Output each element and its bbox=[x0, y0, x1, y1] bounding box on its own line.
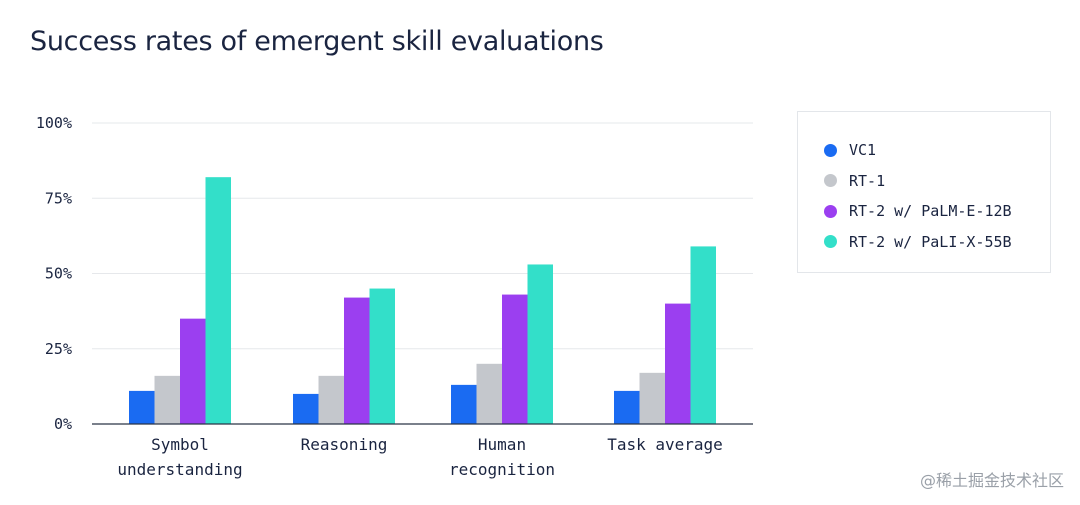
legend-item-vc1: VC1 bbox=[824, 135, 1050, 166]
bar-vc1-3 bbox=[614, 390, 640, 424]
x-tick-label: Human bbox=[478, 435, 526, 454]
legend-item-rt2-pali: RT-2 w/ PaLI-X-55B bbox=[824, 227, 1050, 258]
bar-rt-2-w-palm-e-12b-2 bbox=[502, 294, 528, 424]
legend-label-rt1: RT-1 bbox=[849, 171, 886, 190]
x-tick-label: Reasoning bbox=[301, 435, 388, 454]
legend: VC1 RT-1 RT-2 w/ PaLM-E-12B RT-2 w/ PaLI… bbox=[797, 111, 1051, 273]
bar-vc1-0 bbox=[129, 390, 155, 424]
bar-rt-2-w-pali-x-55b-2 bbox=[527, 264, 553, 424]
bar-vc1-1 bbox=[293, 393, 319, 424]
bar-rt-2-w-palm-e-12b-1 bbox=[344, 297, 370, 424]
legend-swatch-vc1 bbox=[824, 143, 837, 157]
y-tick-label: 0% bbox=[54, 415, 72, 433]
bar-rt-2-w-pali-x-55b-0 bbox=[205, 177, 231, 424]
bar-rt-2-w-palm-e-12b-0 bbox=[180, 318, 206, 424]
bar-vc1-2 bbox=[451, 384, 477, 424]
legend-swatch-rt2-pali bbox=[824, 235, 837, 249]
chart-title: Success rates of emergent skill evaluati… bbox=[30, 26, 604, 57]
legend-item-rt1: RT-1 bbox=[824, 166, 1050, 197]
x-tick-label: Symbol bbox=[151, 435, 209, 454]
legend-label-rt2-pali: RT-2 w/ PaLI-X-55B bbox=[849, 232, 1012, 251]
bar-rt-1-3 bbox=[639, 372, 665, 424]
x-tick-label: understanding bbox=[117, 460, 242, 479]
bar-rt-2-w-palm-e-12b-3 bbox=[665, 303, 691, 424]
legend-swatch-rt1 bbox=[824, 174, 837, 188]
x-tick-label: recognition bbox=[449, 460, 555, 479]
y-tick-label: 50% bbox=[45, 265, 72, 283]
bar-rt-1-1 bbox=[318, 375, 344, 424]
legend-swatch-rt2-palm bbox=[824, 204, 837, 218]
y-tick-label: 100% bbox=[36, 114, 72, 132]
legend-item-rt2-palm: RT-2 w/ PaLM-E-12B bbox=[824, 196, 1050, 227]
x-tick-label: Task average bbox=[607, 435, 723, 454]
watermark: @稀土掘金技术社区 bbox=[919, 471, 1064, 490]
y-tick-label: 75% bbox=[45, 189, 72, 207]
y-tick-label: 25% bbox=[45, 340, 72, 358]
legend-label-vc1: VC1 bbox=[849, 141, 877, 160]
legend-label-rt2-palm: RT-2 w/ PaLM-E-12B bbox=[849, 202, 1012, 221]
bar-rt-2-w-pali-x-55b-1 bbox=[369, 288, 395, 424]
bar-rt-2-w-pali-x-55b-3 bbox=[690, 246, 716, 424]
bar-rt-1-2 bbox=[476, 363, 502, 424]
bar-rt-1-0 bbox=[154, 375, 180, 424]
